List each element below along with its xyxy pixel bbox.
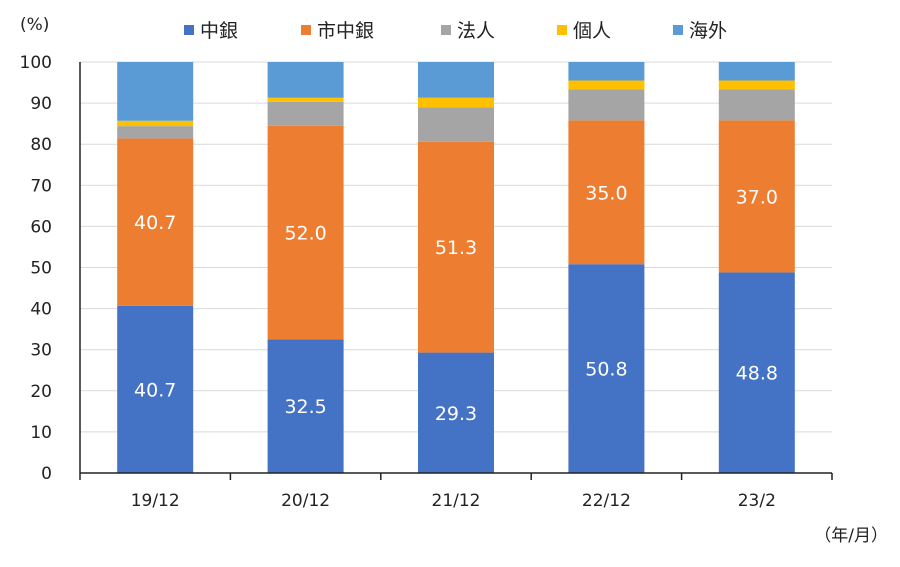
x-tick-label: 19/12 <box>131 491 180 511</box>
y-tick-label: 40 <box>30 300 52 320</box>
bar-segment <box>418 62 494 98</box>
legend-label: 市中銀 <box>317 20 374 42</box>
bar-segment <box>418 97 494 108</box>
bar-segment <box>718 272 795 473</box>
data-label: 52.0 <box>284 223 326 245</box>
legend-swatch <box>673 25 683 35</box>
data-label: 29.3 <box>435 403 477 425</box>
legend-label: 中銀 <box>200 20 238 42</box>
y-tick-label: 10 <box>30 423 52 443</box>
bar-segment <box>568 120 645 265</box>
bar-segment <box>568 62 645 81</box>
y-tick-label: 70 <box>30 176 52 196</box>
bar-segment <box>418 352 494 473</box>
bar-segment <box>117 305 194 473</box>
x-unit-label: （年/月） <box>814 526 888 546</box>
bar-segment <box>267 97 344 102</box>
bar-segment <box>568 89 645 121</box>
y-tick-label: 90 <box>30 94 52 114</box>
legend-item: 中銀 <box>184 20 238 42</box>
bar-segment <box>117 62 194 121</box>
legend-item: 市中銀 <box>301 20 374 42</box>
bars <box>117 62 795 473</box>
y-tick-label: 50 <box>30 259 52 279</box>
bar-segment <box>418 141 494 353</box>
legend-label: 個人 <box>573 20 611 42</box>
x-tick-label: 22/12 <box>582 491 631 511</box>
y-unit-label: (%) <box>20 15 49 35</box>
y-tick-label: 100 <box>20 53 52 73</box>
y-tick-label: 20 <box>30 382 52 402</box>
bar-segment <box>117 138 194 306</box>
data-label: 40.7 <box>134 379 176 401</box>
bar-segment <box>718 89 795 121</box>
legend-label: 海外 <box>689 20 727 42</box>
x-tick-label: 23/2 <box>738 491 776 511</box>
bar-segment <box>267 101 344 126</box>
data-label: 35.0 <box>585 182 627 204</box>
x-tick-label: 20/12 <box>281 491 330 511</box>
bar-segment <box>718 120 795 273</box>
legend: 中銀 市中銀 法人 個人 海外 <box>184 20 727 42</box>
y-tick-label: 30 <box>30 341 52 361</box>
y-tick-label: 0 <box>41 464 52 484</box>
bar-segment <box>267 125 344 340</box>
legend-item: 個人 <box>557 20 611 42</box>
bar-segment <box>718 62 795 81</box>
bar-segment <box>267 339 344 473</box>
axes: 0 10 20 30 40 50 60 70 80 90 100 19/12 20/12 21/12 22/… <box>20 53 833 511</box>
bar-segment <box>418 107 494 142</box>
data-label: 48.8 <box>736 363 778 385</box>
data-label: 50.8 <box>585 359 627 381</box>
bar-segment <box>117 120 194 127</box>
legend-item: 海外 <box>673 20 727 42</box>
data-label: 40.7 <box>134 212 176 234</box>
bar-segment <box>718 80 795 90</box>
y-tick-label: 80 <box>30 135 52 155</box>
legend-item: 法人 <box>441 20 495 42</box>
legend-swatch <box>301 25 311 35</box>
legend-swatch <box>441 25 451 35</box>
bar-segment <box>267 62 344 98</box>
legend-swatch <box>184 25 194 35</box>
bar-segment <box>568 264 645 473</box>
legend-label: 法人 <box>457 20 495 42</box>
data-label: 37.0 <box>736 186 778 208</box>
y-tick-label: 60 <box>30 217 52 237</box>
legend-swatch <box>557 25 567 35</box>
bar-segment <box>568 80 645 90</box>
data-label: 32.5 <box>284 396 326 418</box>
data-labels: 40.7 40.7 32.5 52.0 29.3 51.3 50.8 35.0 48.8 37.0 <box>134 182 778 425</box>
data-label: 51.3 <box>435 237 477 259</box>
x-tick-label: 21/12 <box>432 491 481 511</box>
bar-segment <box>117 126 194 139</box>
